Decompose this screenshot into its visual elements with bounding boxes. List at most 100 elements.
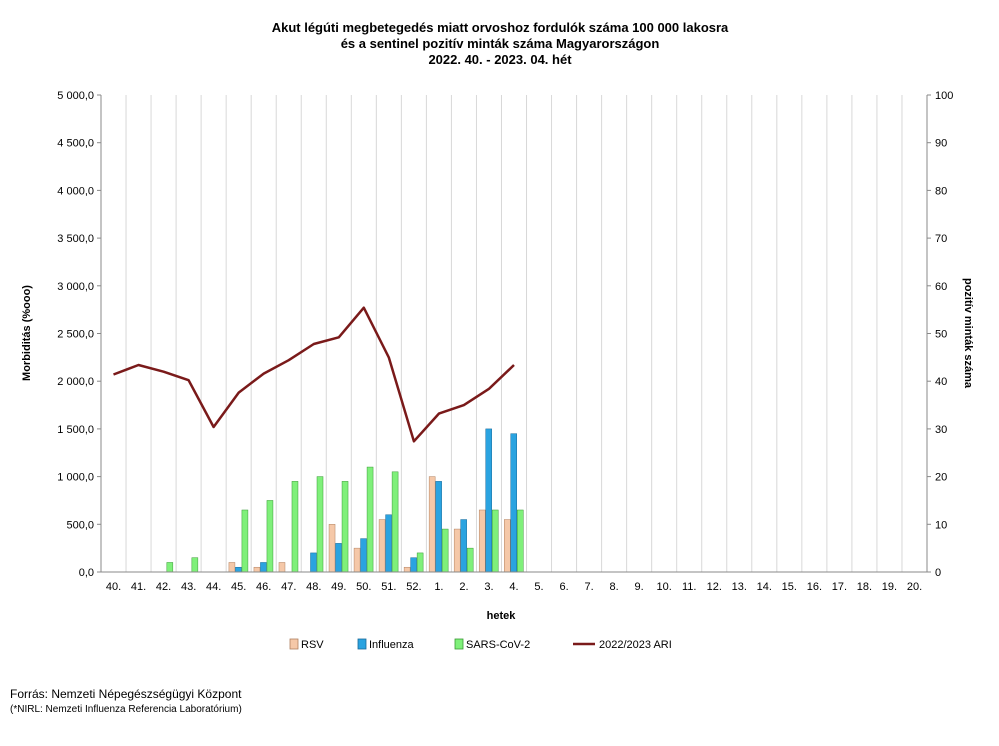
bar-sars-cov-2: [517, 509, 524, 573]
x-tick-label: 15.: [782, 581, 797, 593]
x-tick-label: 45.: [231, 581, 246, 593]
x-tick-label: 40.: [106, 581, 121, 593]
left-tick-label: 2 000,0: [57, 376, 94, 388]
left-tick-label: 5 000,0: [57, 90, 94, 102]
bar-rsv: [453, 528, 461, 573]
left-tick-label: 500,0: [66, 519, 94, 531]
legend: RSV Influenza SARS-CoV-2 2022/2023 ARI: [289, 638, 672, 651]
bar-rsv: [428, 476, 436, 573]
x-tick-label: 11.: [682, 581, 696, 593]
x-tick-label: 7.: [584, 581, 593, 593]
right-tick-label: 100: [935, 90, 953, 102]
left-tick-label: 0,0: [79, 567, 94, 579]
right-tick-label: 40: [935, 376, 947, 388]
left-axis-ticks: 0,0 500,0 1 000,0 1 500,0 2 000,0 2 500,0 3 00…: [57, 90, 101, 579]
bar-sars-cov-2: [341, 481, 349, 573]
bar-sars-cov-2: [416, 552, 424, 573]
series-line-ari: [113, 306, 515, 443]
right-tick-label: 80: [935, 185, 947, 197]
x-axis-title: hetek: [487, 610, 517, 622]
bar-influenza: [235, 566, 242, 573]
bar-rsv: [228, 562, 236, 573]
x-tick-label: 18.: [857, 581, 872, 593]
bar-sars-cov-2: [291, 481, 299, 573]
bar-influenza: [435, 481, 442, 573]
bar-sars-cov-2: [241, 509, 249, 573]
bars: [166, 428, 524, 573]
bar-sars-cov-2: [491, 509, 499, 573]
ari-line: [113, 306, 515, 443]
right-tick-label: 10: [935, 519, 947, 531]
x-tick-label: 16.: [807, 581, 822, 593]
x-tick-label: 44.: [206, 581, 221, 593]
left-tick-label: 3 000,0: [57, 281, 94, 293]
bar-rsv: [403, 566, 411, 573]
x-tick-label: 42.: [156, 581, 171, 593]
x-tick-label: 51.: [381, 581, 396, 593]
footnote: (*NIRL: Nemzeti Influenza Referencia Lab…: [10, 704, 242, 715]
bar-rsv: [353, 547, 361, 573]
x-tick-label: 48.: [306, 581, 321, 593]
left-tick-label: 1 500,0: [57, 424, 94, 436]
legend-label: 2022/2023 ARI: [599, 639, 672, 651]
left-tick-label: 4 500,0: [57, 138, 94, 150]
bar-sars-cov-2: [316, 476, 324, 573]
x-tick-label: 14.: [757, 581, 772, 593]
x-tick-label: 12.: [707, 581, 722, 593]
right-tick-label: 90: [935, 138, 947, 150]
left-tick-label: 4 000,0: [57, 185, 94, 197]
x-tick-label: 49.: [331, 581, 346, 593]
bar-influenza: [260, 562, 267, 573]
x-tick-label: 2.: [459, 581, 468, 593]
legend-label: RSV: [301, 639, 324, 651]
legend-swatch: [357, 638, 367, 650]
x-tick-label: 19.: [882, 581, 897, 593]
y-axis-left-title: Morbiditás (%ooo): [21, 285, 33, 381]
bar-sars-cov-2: [266, 500, 274, 573]
bar-sars-cov-2: [166, 562, 174, 573]
bar-sars-cov-2: [441, 528, 449, 573]
legend-swatch: [454, 638, 464, 650]
source-note: Forrás: Nemzeti Népegészségügyi Központ: [10, 687, 242, 701]
x-tick-label: 3.: [484, 581, 493, 593]
chart-title: Akut légúti megbetegedés miatt orvoshoz …: [272, 20, 729, 67]
x-tick-label: 47.: [281, 581, 296, 593]
bar-sars-cov-2: [366, 466, 374, 573]
right-tick-label: 20: [935, 472, 947, 484]
bar-rsv: [478, 509, 486, 573]
bar-influenza: [485, 428, 492, 573]
x-axis-ticks: 40. 41. 42. 43. 44. 45. 46. 47. 48. 49. 50. 51. 52. 1…: [106, 581, 922, 593]
right-tick-label: 0: [935, 567, 941, 579]
grid: [100, 95, 928, 572]
bar-influenza: [385, 514, 392, 573]
right-tick-label: 70: [935, 233, 947, 245]
bar-influenza: [335, 543, 342, 573]
x-tick-label: 52.: [406, 581, 421, 593]
title-line-3: 2022. 40. - 2023. 04. hét: [428, 52, 572, 67]
right-tick-label: 60: [935, 281, 947, 293]
bar-rsv: [328, 524, 336, 573]
left-tick-label: 1 000,0: [57, 472, 94, 484]
bar-influenza: [360, 538, 367, 573]
bar-influenza: [310, 552, 317, 573]
right-tick-label: 30: [935, 424, 947, 436]
bar-sars-cov-2: [191, 557, 199, 573]
x-tick-label: 1.: [434, 581, 443, 593]
x-tick-label: 9.: [635, 581, 644, 593]
bar-sars-cov-2: [466, 547, 474, 573]
x-tick-label: 20.: [907, 581, 922, 593]
bar-influenza: [510, 433, 517, 573]
legend-label: SARS-CoV-2: [466, 639, 530, 651]
bar-influenza: [460, 519, 467, 573]
x-tick-label: 4.: [509, 581, 518, 593]
left-tick-label: 2 500,0: [57, 329, 94, 341]
bar-rsv: [278, 562, 286, 573]
x-tick-label: 8.: [610, 581, 619, 593]
x-tick-label: 5.: [534, 581, 543, 593]
right-tick-label: 50: [935, 329, 947, 341]
x-tick-label: 41.: [131, 581, 146, 593]
x-tick-label: 50.: [356, 581, 371, 593]
x-tick-label: 6.: [559, 581, 568, 593]
title-line-1: Akut légúti megbetegedés miatt orvoshoz …: [272, 20, 729, 35]
